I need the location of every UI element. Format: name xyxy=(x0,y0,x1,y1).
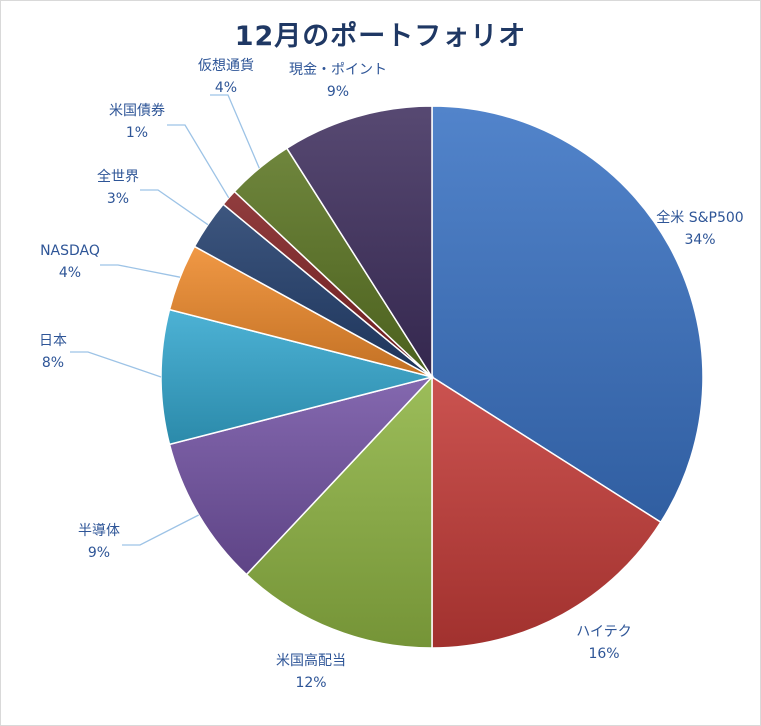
slice-label: 半導体 xyxy=(78,523,120,539)
slice-percent-label: 3% xyxy=(107,191,129,207)
chart-title: 12月のポートフォリオ xyxy=(234,21,527,52)
slice-percent-label: 4% xyxy=(59,265,81,281)
slice-label: 米国債券 xyxy=(109,103,165,119)
slice-label: 米国高配当 xyxy=(276,652,346,669)
leader-line xyxy=(210,94,260,169)
leader-line xyxy=(140,189,209,226)
slice-label: 仮想通貨 xyxy=(198,57,254,74)
leader-line xyxy=(100,264,181,278)
slice-percent-label: 9% xyxy=(88,545,110,561)
slice-label: 全世界 xyxy=(97,168,139,185)
pie-slice xyxy=(431,375,662,649)
slice-label: ハイテク xyxy=(576,624,631,640)
slice-label: 全米 S&P500 xyxy=(656,209,743,226)
leader-line xyxy=(167,124,230,199)
slice-percent-label: 4% xyxy=(215,80,237,96)
pie-slice xyxy=(245,375,433,649)
leader-line xyxy=(70,351,162,378)
pie-slice xyxy=(168,375,435,576)
slice-label: 日本 xyxy=(39,333,67,349)
pie-slice xyxy=(431,105,704,524)
slice-percent-label: 1% xyxy=(126,125,148,141)
pie-slice xyxy=(285,105,433,380)
leader-line xyxy=(122,514,199,546)
slice-percent-label: 9% xyxy=(327,84,349,100)
slice-label: NASDAQ xyxy=(40,243,100,259)
slice-percent-label: 34% xyxy=(684,232,715,248)
slice-percent-label: 8% xyxy=(42,355,64,371)
slice-label: 現金・ポイント xyxy=(289,62,387,78)
slice-percent-label: 12% xyxy=(295,675,326,691)
slice-percent-label: 16% xyxy=(588,646,619,662)
